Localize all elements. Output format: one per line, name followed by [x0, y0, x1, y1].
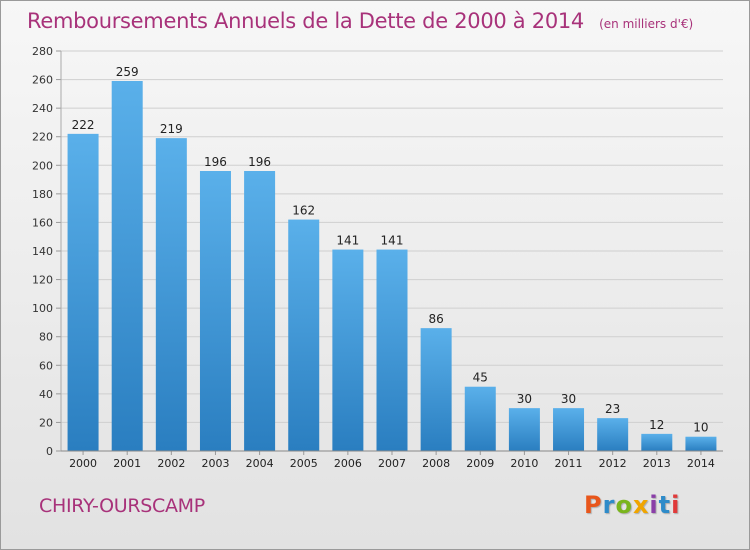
chart-unit: (en milliers d'€) — [599, 17, 694, 31]
bar-2000 — [67, 133, 99, 451]
y-axis-ticks: 0 20 40 60 80 100 120 140 160 180 200 220 240 260 280 — [32, 45, 62, 458]
y-tick-label: 80 — [39, 331, 53, 344]
y-tick-label: 20 — [39, 416, 53, 429]
y-tick-label: 160 — [32, 216, 53, 229]
bar-2002 — [155, 138, 187, 451]
bars — [67, 81, 717, 451]
x-tick-label: 2000 — [69, 457, 97, 470]
y-tick-label: 0 — [46, 445, 53, 458]
bar-2004 — [244, 171, 276, 451]
commune-name: CHIRY-OURSCAMP — [39, 495, 205, 517]
bar-value-label: 23 — [605, 402, 620, 416]
bar-value-label: 141 — [336, 234, 359, 248]
bar-2001 — [111, 81, 143, 451]
x-tick-label: 2011 — [555, 457, 583, 470]
y-tick-label: 180 — [32, 188, 53, 201]
bar-value-label: 196 — [204, 155, 227, 169]
x-tick-label: 2010 — [510, 457, 538, 470]
chart-title: Remboursements Annuels de la Dette de 20… — [27, 9, 584, 33]
bar-value-label: 30 — [561, 392, 576, 406]
bar-value-label: 196 — [248, 155, 271, 169]
y-tick-label: 100 — [32, 302, 53, 315]
bar-2014 — [685, 436, 717, 451]
x-tick-label: 2006 — [334, 457, 362, 470]
y-tick-label: 220 — [32, 131, 53, 144]
bar-value-labels: 222 259 219 196 196 162 141 141 86 45 30 30 23 12 10 — [72, 65, 709, 435]
logo-letter: x — [632, 491, 650, 519]
logo-letter: i — [671, 491, 681, 519]
x-tick-label: 2013 — [643, 457, 671, 470]
bar-2010 — [508, 408, 540, 451]
bar-value-label: 12 — [649, 418, 664, 432]
bar-2013 — [641, 433, 673, 451]
x-tick-label: 2014 — [687, 457, 715, 470]
x-tick-label: 2007 — [378, 457, 406, 470]
logo-letter: P — [584, 491, 603, 519]
x-tick-label: 2003 — [201, 457, 229, 470]
y-tick-label: 200 — [32, 159, 53, 172]
bar-2009 — [464, 386, 496, 451]
x-tick-label: 2004 — [246, 457, 274, 470]
title-row: Remboursements Annuels de la Dette de 20… — [27, 9, 693, 33]
bar-2006 — [332, 249, 364, 451]
bar-value-label: 86 — [428, 312, 443, 326]
bar-value-label: 162 — [292, 204, 315, 218]
x-tick-label: 2012 — [599, 457, 627, 470]
logo-letter: t — [658, 491, 672, 519]
y-tick-label: 140 — [32, 245, 53, 258]
logo-letter: r — [602, 491, 616, 519]
x-tick-label: 2008 — [422, 457, 450, 470]
y-tick-label: 60 — [39, 359, 53, 372]
y-tick-label: 280 — [32, 45, 53, 58]
bar-2007 — [376, 249, 408, 451]
bar-value-label: 30 — [517, 392, 532, 406]
x-axis-ticks: 2000 2001 2002 2003 2004 2005 2006 2007 2008 2009… — [69, 451, 715, 470]
x-tick-label: 2002 — [157, 457, 185, 470]
bar-2003 — [199, 171, 231, 451]
bar-2012 — [597, 418, 629, 451]
y-tick-label: 40 — [39, 388, 53, 401]
bar-value-label: 45 — [473, 371, 488, 385]
logo-letter: i — [649, 491, 659, 519]
bar-value-label: 141 — [381, 234, 404, 248]
bar-value-label: 259 — [116, 65, 139, 79]
bar-value-label: 222 — [72, 118, 95, 132]
x-tick-label: 2001 — [113, 457, 141, 470]
proxiti-logo: Proxiti — [584, 491, 680, 519]
bar-2008 — [420, 328, 452, 451]
y-tick-label: 240 — [32, 102, 53, 115]
bar-value-label: 10 — [693, 421, 708, 435]
x-tick-label: 2009 — [466, 457, 494, 470]
y-tick-label: 260 — [32, 74, 53, 87]
bar-value-label: 219 — [160, 122, 183, 136]
bar-2005 — [288, 219, 320, 451]
x-tick-label: 2005 — [290, 457, 318, 470]
y-tick-label: 120 — [32, 274, 53, 287]
logo-letter: o — [615, 491, 633, 519]
bar-2011 — [553, 408, 585, 451]
